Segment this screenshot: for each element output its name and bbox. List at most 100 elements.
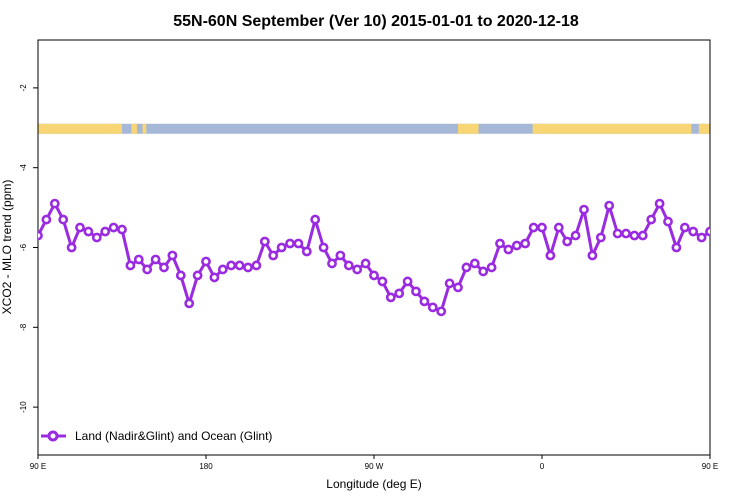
data-point [469, 258, 480, 269]
data-point [49, 198, 60, 209]
data-point [117, 224, 127, 235]
data-point [133, 254, 144, 265]
data-point [411, 286, 421, 297]
data-point [268, 250, 279, 261]
data-point [259, 236, 270, 247]
data-point [125, 260, 136, 271]
x-tick-label: 90 E [30, 462, 46, 471]
data-point [461, 262, 472, 273]
data-point [201, 256, 211, 267]
data-point [335, 250, 346, 261]
data-point [217, 264, 228, 275]
data-point [427, 302, 438, 313]
data-point [528, 222, 539, 233]
data-point [108, 222, 119, 233]
data-point [41, 214, 52, 225]
data-point [192, 270, 203, 281]
y-tick-label: -10 [19, 401, 28, 413]
data-point [402, 276, 413, 287]
data-point [100, 226, 111, 237]
data-point [91, 232, 102, 243]
data-point [251, 260, 262, 271]
data-point [604, 200, 615, 211]
data-point [696, 232, 707, 243]
data-point [520, 238, 531, 249]
data-point [545, 250, 556, 261]
data-point [444, 278, 455, 289]
data-point [436, 306, 447, 317]
data-point [453, 282, 463, 293]
data-point [478, 266, 489, 277]
data-point [503, 244, 514, 255]
data-point [301, 246, 312, 257]
land-segment [131, 123, 137, 134]
x-tick-label: 0 [540, 462, 545, 471]
data-point [419, 296, 430, 307]
data-point [83, 226, 94, 237]
data-point [637, 230, 648, 241]
data-point [562, 236, 573, 247]
data-point [243, 262, 253, 273]
data-point [175, 270, 186, 281]
data-point [654, 198, 665, 209]
data-point [310, 214, 321, 225]
data-point [276, 242, 287, 253]
land-segment [142, 123, 147, 134]
data-point [621, 228, 631, 239]
y-tick-label: -6 [19, 243, 28, 251]
data-point [66, 242, 77, 253]
data-point [553, 222, 564, 233]
data-point [38, 230, 43, 241]
data-point [486, 262, 497, 273]
data-point [167, 250, 178, 261]
data-point [663, 216, 673, 227]
data-point [587, 250, 598, 261]
x-axis-label: Longitude (deg E) [326, 477, 421, 491]
legend: Land (Nadir&Glint) and Ocean (Glint) [41, 429, 272, 443]
data-point [595, 232, 606, 243]
data-point [226, 260, 237, 271]
data-point [369, 270, 379, 281]
data-point [612, 228, 623, 239]
data-point [511, 240, 522, 251]
land-segment [458, 123, 479, 134]
data-point [352, 264, 363, 275]
plot-frame [37, 39, 711, 456]
data-point [209, 272, 220, 283]
chart-title: 55N-60N September (Ver 10) 2015-01-01 to… [173, 13, 579, 30]
land-ocean-strip [38, 123, 710, 134]
series-layer [38, 198, 710, 317]
data-point [537, 222, 547, 233]
legend-label: Land (Nadir&Glint) and Ocean (Glint) [75, 429, 272, 443]
data-point [394, 288, 405, 299]
y-axis-label: XCO2 - MLO trend (ppm) [0, 180, 14, 315]
land-segment [698, 123, 710, 134]
data-point [570, 230, 581, 241]
data-point [159, 262, 169, 273]
data-point [293, 238, 304, 249]
data-point [58, 214, 69, 225]
x-tick-label: 90 W [365, 462, 384, 471]
x-axis: 90 E 180 90 W 0 90 E [30, 455, 718, 471]
data-point [234, 260, 245, 271]
data-point [327, 258, 337, 269]
data-point [688, 226, 699, 237]
data-point [285, 238, 295, 249]
land-segment [38, 123, 122, 134]
data-point [142, 264, 153, 275]
y-tick-label: -8 [19, 323, 28, 331]
data-point [705, 226, 710, 237]
land-segment [532, 123, 692, 134]
x-tick-label: 90 E [702, 462, 718, 471]
data-point [318, 242, 329, 253]
data-point [629, 230, 640, 241]
data-point [679, 222, 690, 233]
data-point [579, 204, 589, 215]
data-point [495, 238, 505, 249]
data-point [360, 258, 371, 269]
data-point [150, 254, 161, 265]
y-axis: -2 -4 -6 -8 -10 [19, 84, 38, 413]
data-point [75, 222, 85, 233]
y-tick-label: -4 [19, 164, 28, 172]
